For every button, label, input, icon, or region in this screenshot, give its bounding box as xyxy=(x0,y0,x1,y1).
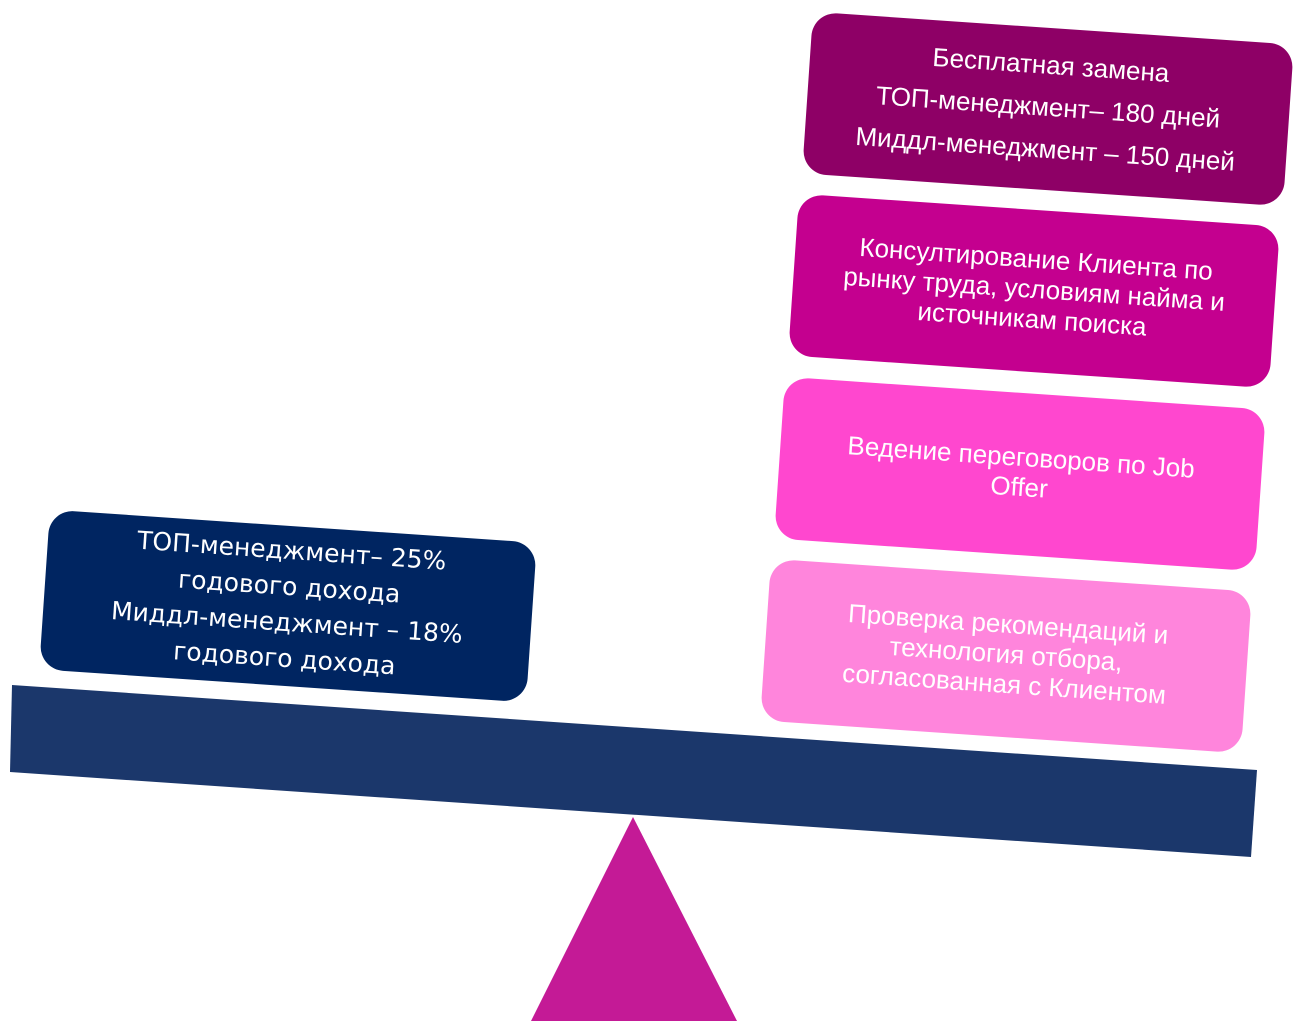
box-bg xyxy=(761,560,1251,752)
box-bg xyxy=(40,511,536,701)
box-bg xyxy=(789,195,1279,387)
fulcrum xyxy=(531,817,737,1021)
box-bg xyxy=(775,378,1265,570)
box-bg xyxy=(803,13,1293,205)
box: ТОП-менеджмент– 25%годового доходаМиддл-… xyxy=(40,511,536,701)
beam xyxy=(10,685,1257,857)
box-text: Offer xyxy=(990,470,1050,504)
boxes: ТОП-менеджмент– 25%годового доходаМиддл-… xyxy=(40,13,1293,752)
